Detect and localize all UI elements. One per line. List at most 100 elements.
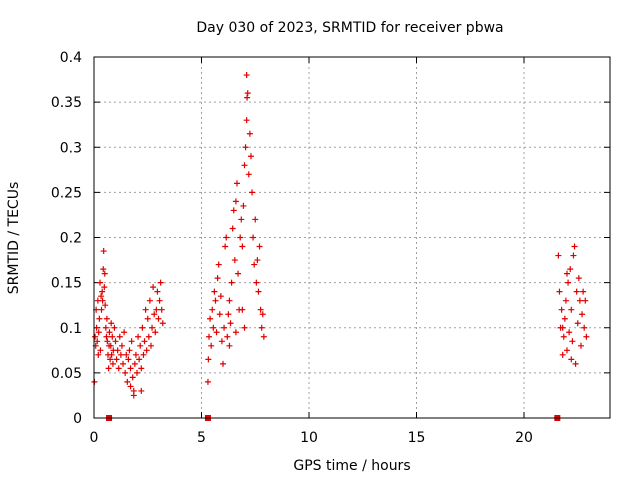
data-point [134,369,140,376]
data-point [209,306,216,313]
data-point [580,288,587,295]
data-point [249,189,256,196]
data-point [105,365,112,372]
data-point [109,333,116,340]
data-point [136,356,143,363]
data-point [555,252,562,259]
data-point [239,243,246,250]
data-point [97,347,104,354]
data-point [257,306,264,313]
data-point [566,329,573,336]
data-point [142,306,149,313]
data-point [573,288,580,295]
data-point [111,324,118,331]
y-axis-label: SRMTID / TECUs [6,182,22,295]
data-point [97,279,104,286]
data-point [231,257,238,264]
plot-frame [93,56,611,419]
data-point [152,329,159,336]
data-point [103,315,110,322]
data-point [259,311,266,318]
data-point [204,378,211,385]
data-point [94,338,101,345]
y-tick-label: 0.3 [60,140,82,156]
data-point [558,306,565,313]
data-point [567,266,574,273]
data-point [582,297,589,304]
data-point [156,297,163,304]
data-point [576,297,583,304]
data-point [570,252,577,259]
data-point [103,333,110,340]
x-tick-label: 15 [408,430,426,446]
data-point [251,261,258,268]
data-point [238,216,245,223]
data-point [561,315,568,322]
data-point [208,342,215,349]
data-point [109,360,116,367]
data-point [113,356,120,363]
data-point [108,320,115,327]
data-point [560,333,567,340]
data-point [253,279,260,286]
data-point [241,324,248,331]
data-point [247,153,254,160]
data-point [583,333,590,340]
data-point [122,369,129,376]
data-point [93,324,100,331]
data-point [246,130,253,137]
data-point [213,329,220,336]
data-point [217,293,224,300]
data-points [91,72,590,421]
data-point [564,347,570,354]
data-point [112,338,119,345]
data-point [138,365,145,372]
data-point [225,311,232,318]
data-point [107,356,114,363]
data-point [254,257,261,264]
data-point [559,351,566,358]
data-point [579,311,586,318]
data-point [571,243,578,250]
data-point [140,351,147,358]
data-point [235,270,242,277]
data-point [118,342,125,349]
data-point [232,329,239,336]
data-point [252,216,259,223]
chart-title: Day 030 of 2023, SRMTID for receiver pbw… [196,20,503,36]
data-point [127,365,134,372]
data-point [100,248,107,255]
data-point [212,297,219,304]
data-point [137,342,144,349]
data-point [114,347,121,354]
data-point [95,351,102,358]
x-tick-label: 5 [197,430,206,446]
data-point [96,315,103,322]
data-point [214,275,221,282]
data-point [233,180,240,187]
data-point [575,275,582,282]
data-point [123,351,130,358]
data-point [239,306,246,313]
data-point [260,333,267,340]
data-point [149,324,156,331]
data-point [577,342,584,349]
data-point [229,225,236,232]
y-tick-label: 0.15 [51,276,82,292]
data-point [127,383,134,390]
data-point [117,351,124,358]
x-tick-label: 20 [515,430,533,446]
data-point [107,342,114,349]
data-point [102,302,109,309]
data-point [211,288,218,295]
data-point [158,306,165,313]
grid-lines [93,56,610,419]
data-point [128,338,135,345]
data-point [572,360,579,367]
data-point [565,279,572,286]
data-point [556,288,563,295]
data-point [244,90,251,97]
data-point [147,342,154,349]
x-tick-label: 10 [300,430,318,446]
data-point [559,324,566,331]
